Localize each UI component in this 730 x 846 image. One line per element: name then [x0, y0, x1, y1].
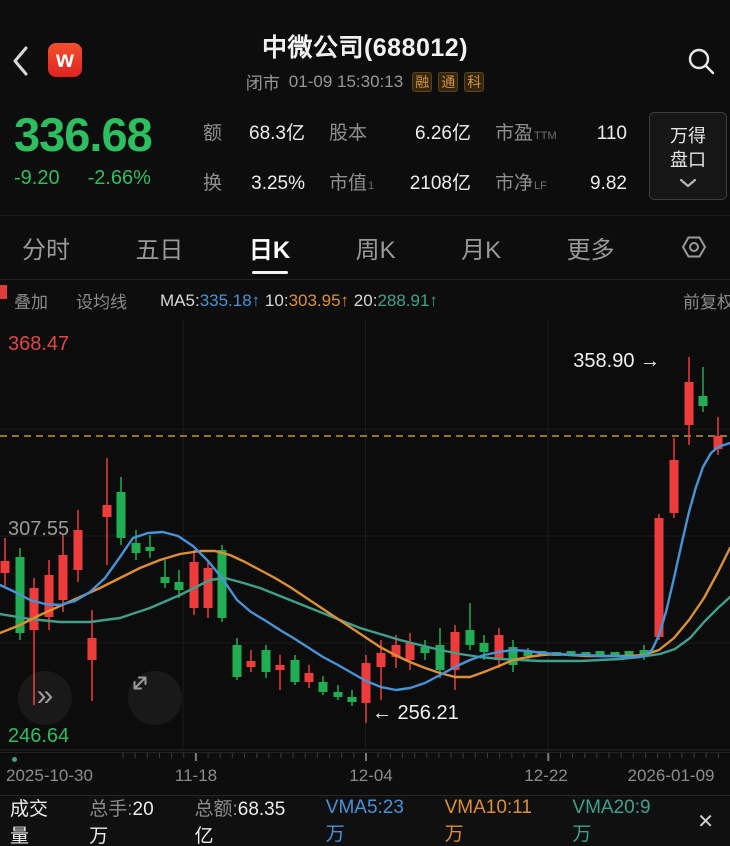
edge-marker [0, 285, 7, 299]
price-change-row: -9.20 -2.66% [14, 167, 204, 190]
stat-pb-lf: 市净 LF 9.82 [495, 173, 627, 194]
stat-turnover-rate: 换 3.25% [203, 173, 305, 194]
market-status: 闭市 [245, 74, 280, 93]
wind-order-book-button[interactable]: 万得 盘口 [649, 112, 727, 200]
tab-daily-k[interactable]: 日K [249, 216, 290, 278]
quote-timestamp: 01-09 15:30:13 [288, 71, 404, 91]
adjust-mode-button[interactable]: 前复权 [683, 293, 730, 312]
back-chevron-icon [13, 46, 28, 76]
volume-pane-header: 成交量 总手:20万 总额:68.35亿 VMA5:23万 VMA10:11万 … [0, 795, 730, 846]
tab-weekly-k[interactable]: 周K [355, 236, 396, 264]
last-price: 336.68 [14, 108, 153, 161]
ma-values: MA5:335.18↑ 10:303.95↑ 20:288.91↑ [160, 290, 438, 310]
x-axis-label: 2025-10-30 [6, 766, 93, 785]
svg-text:← 256.21: ← 256.21 [372, 702, 459, 724]
ma-indicator-bar: 叠加 设均线 MA5:335.18↑ 10:303.95↑ 20:288.91↑… [0, 279, 730, 321]
kline-chart: 368.47 307.55 246.64 358.90 → ← 256.21 » [0, 320, 730, 752]
tab-five-day[interactable]: 五日 [135, 236, 184, 264]
x-axis-label: 2026-01-09 [627, 766, 715, 785]
chart-settings-button[interactable] [680, 233, 708, 261]
volume-title: 成交量 [10, 799, 49, 846]
expand-icon [133, 676, 147, 690]
x-axis-label: 12-22 [524, 766, 568, 785]
wind-app-logo[interactable]: w [48, 43, 82, 77]
scroll-right-button[interactable]: » [18, 671, 72, 725]
badge-star-market[interactable]: 科 [464, 71, 485, 92]
expand-chart-button[interactable] [128, 671, 182, 725]
svg-text:246.64: 246.64 [8, 725, 69, 747]
set-ma-button[interactable]: 设均线 [76, 293, 127, 312]
x-axis: 2025-10-30 11-18 12-04 12-22 2026-01-09 [0, 752, 730, 796]
back-button[interactable] [10, 44, 40, 78]
market-status-row: 闭市 01-09 15:30:13 融 通 科 [0, 69, 730, 94]
axis-ticks [122, 753, 719, 761]
stat-market-cap: 市值 1 2108亿 [329, 173, 471, 194]
header: w 中微公司(688012) 闭市 01-09 15:30:13 融 通 科 [0, 0, 730, 105]
svg-text:307.55: 307.55 [8, 518, 69, 540]
badge-margin[interactable]: 融 [412, 71, 433, 92]
total-amount: 总额:68.35亿 [194, 799, 286, 846]
search-button[interactable] [686, 46, 716, 76]
kline-svg[interactable]: 368.47 307.55 246.64 358.90 → ← 256.21 [0, 320, 730, 752]
svg-text:358.90 →: 358.90 → [573, 350, 660, 372]
x-axis-label: 11-18 [174, 766, 218, 785]
quote-section: 336.68 -9.20 -2.66% 额 68.3亿 股本 6.26亿 市盈 T… [0, 105, 730, 215]
price-change-percent: -2.66% [87, 167, 151, 189]
overlay-button[interactable]: 叠加 [14, 293, 48, 312]
key-stats: 额 68.3亿 股本 6.26亿 市盈 TTM 110 换 3.25% 市值 1 2… [203, 118, 627, 195]
close-volume-pane-button[interactable]: ✕ [697, 810, 714, 833]
search-icon [688, 48, 715, 75]
stock-badges: 融 通 科 [412, 71, 485, 92]
stat-pe-ttm: 市盈 TTM 110 [495, 123, 627, 144]
tab-intraday[interactable]: 分时 [22, 236, 70, 264]
total-lots: 总手:20万 [89, 799, 154, 846]
stat-share-capital: 股本 6.26亿 [329, 123, 471, 144]
tab-more[interactable]: 更多 [566, 236, 615, 264]
ma5-value: 335.18↑ [199, 290, 261, 310]
axis-dot [12, 757, 17, 762]
svg-text:368.47: 368.47 [8, 333, 69, 355]
price-change: -9.20 [14, 167, 60, 189]
settings-hexagon-icon [681, 236, 707, 258]
vma5-value: VMA5:23万 [325, 796, 404, 845]
vma10-value: VMA10:11万 [444, 796, 532, 845]
ma10-value: 303.95↑ [288, 290, 350, 310]
x-axis-label: 12-04 [349, 766, 393, 785]
vma20-value: VMA20:9万 [572, 796, 651, 845]
ma20-value: 288.91↑ [377, 290, 438, 310]
stat-turnover-amount: 额 68.3亿 [203, 123, 305, 144]
chevron-down-icon [679, 178, 697, 188]
badge-connect[interactable]: 通 [438, 71, 459, 92]
logo-letter: w [56, 45, 74, 72]
page-title: 中微公司(688012) [261, 34, 469, 62]
tab-monthly-k[interactable]: 月K [461, 236, 502, 264]
period-tab-bar: 分时 五日 日K 周K 月K 更多 [0, 215, 730, 278]
